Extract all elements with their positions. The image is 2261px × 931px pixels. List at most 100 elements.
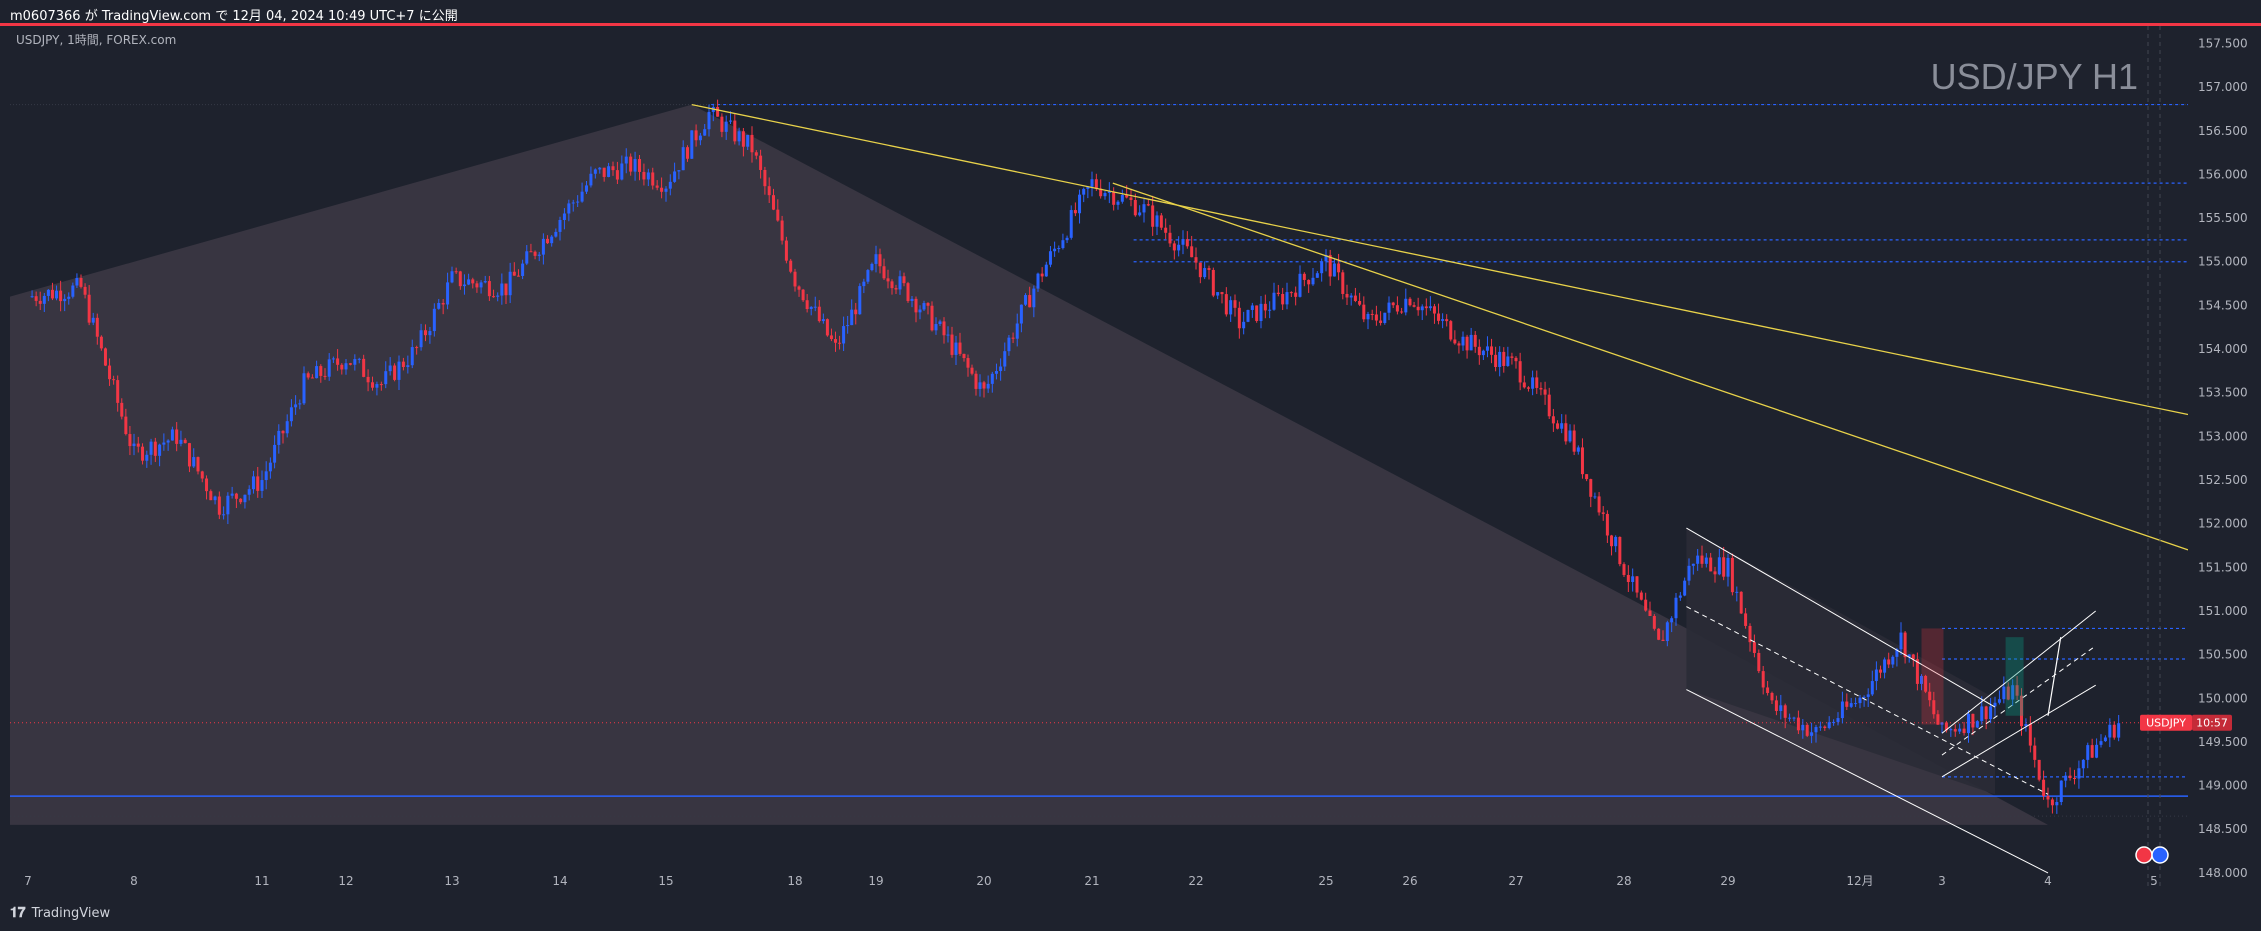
candle-body xyxy=(1190,246,1194,258)
channel-upper xyxy=(1686,527,1996,708)
candle-body xyxy=(2059,780,2063,803)
candle-body xyxy=(479,282,483,288)
candle-body xyxy=(79,278,83,287)
candle-body xyxy=(285,421,289,434)
candle-body xyxy=(602,167,606,177)
candle-body xyxy=(247,489,251,495)
candle-body xyxy=(870,263,874,271)
candle-body xyxy=(344,363,348,370)
candle-body xyxy=(1605,513,1609,536)
candle-body xyxy=(2050,799,2054,806)
candle-body xyxy=(158,444,162,456)
candle-body xyxy=(1997,699,2001,703)
candle-body xyxy=(1498,351,1502,368)
candle-body xyxy=(1678,595,1682,598)
price-axis[interactable]: 157.500 157.000 156.500 156.000 155.500 155.0… xyxy=(2188,26,2261,895)
candle-body xyxy=(571,202,575,204)
candle-body xyxy=(1510,356,1514,358)
candle-body xyxy=(754,152,758,156)
candle-body xyxy=(310,377,314,379)
candle-body xyxy=(1057,248,1061,250)
candle-body xyxy=(1349,295,1353,298)
candle-body xyxy=(946,334,950,336)
candle-body xyxy=(720,116,724,132)
candle-body xyxy=(1053,248,1057,252)
candle-body xyxy=(91,317,95,323)
candle-body xyxy=(1518,361,1522,383)
candle-body xyxy=(1177,244,1181,251)
candle-body xyxy=(1481,350,1485,356)
candle-body xyxy=(750,134,754,153)
candle-body xyxy=(1814,727,1818,733)
candle-body xyxy=(340,364,344,370)
candle-body xyxy=(629,156,633,172)
candle-body xyxy=(1774,700,1778,711)
candle-body xyxy=(1874,669,1878,682)
price-tag-symbol: USDJPY xyxy=(2146,717,2186,730)
candle-body xyxy=(327,359,331,377)
price-tick: 156.500 xyxy=(2198,124,2248,138)
price-chart[interactable]: 157.500 157.000 156.500 156.000 155.500 155.0… xyxy=(0,26,2261,895)
footer: 𝟏𝟕 TradingView xyxy=(0,895,2261,931)
candle-body xyxy=(234,493,238,499)
candle-body xyxy=(962,353,966,359)
candle-body xyxy=(1324,254,1328,262)
candle-body xyxy=(576,201,580,203)
candle-body xyxy=(71,285,75,297)
candle-body xyxy=(1849,703,1853,707)
candle-body xyxy=(393,365,397,380)
candle-body xyxy=(1626,574,1630,582)
time-axis[interactable]: 7 8 11 12 13 14 15 18 19 20 21 22 25 26 27 28 29 12月 3 4 5 xyxy=(24,874,2158,888)
candle-body xyxy=(846,325,850,327)
time-tick: 18 xyxy=(787,874,802,888)
candle-body xyxy=(1465,336,1469,351)
candle-body xyxy=(1730,557,1734,593)
candle-body xyxy=(978,382,982,389)
candle-body xyxy=(366,376,370,383)
candle-body xyxy=(834,339,837,343)
candle-body xyxy=(323,375,327,377)
candle-body xyxy=(954,342,958,355)
candle-body xyxy=(2015,685,2019,696)
candle-body xyxy=(264,471,268,481)
candle-body xyxy=(353,359,357,365)
candle-body xyxy=(1722,557,1726,577)
candle-body xyxy=(746,134,750,147)
candle-body xyxy=(2011,685,2015,700)
candle-body xyxy=(1744,613,1748,626)
candle-body xyxy=(642,171,646,180)
candle-body xyxy=(397,361,401,380)
candle-body xyxy=(226,495,230,515)
time-tick: 26 xyxy=(1402,874,1417,888)
candle-body xyxy=(1408,298,1412,306)
price-tick: 155.500 xyxy=(2198,211,2248,225)
candle-body xyxy=(1610,535,1614,547)
time-tick: 3 xyxy=(1938,874,1946,888)
candle-body xyxy=(1752,642,1756,653)
candle-body xyxy=(922,303,926,310)
tradingview-logo[interactable]: 𝟏𝟕 TradingView xyxy=(10,905,110,921)
candle-body xyxy=(1103,192,1107,197)
candle-body xyxy=(914,298,918,313)
candle-body xyxy=(1589,479,1593,497)
candle-body xyxy=(1766,687,1770,693)
event-flag-icon[interactable] xyxy=(2135,846,2169,864)
candle-body xyxy=(1674,597,1678,619)
candle-body xyxy=(1285,292,1289,305)
candle-body xyxy=(2024,724,2028,727)
candle-body xyxy=(598,167,602,170)
candle-body xyxy=(858,286,862,315)
candle-body xyxy=(1011,337,1015,339)
candle-body xyxy=(1870,681,1874,695)
candle-body xyxy=(1696,555,1700,564)
candle-body xyxy=(1556,423,1560,429)
candle-body xyxy=(1461,336,1465,346)
candle-body xyxy=(95,317,99,337)
price-tick: 154.500 xyxy=(2198,298,2248,312)
candle-body xyxy=(1255,305,1259,322)
candle-body xyxy=(1090,179,1094,187)
candle-body xyxy=(1263,303,1267,311)
candle-body xyxy=(1159,215,1163,228)
candle-body xyxy=(1133,199,1137,216)
candle-body xyxy=(1065,237,1069,241)
